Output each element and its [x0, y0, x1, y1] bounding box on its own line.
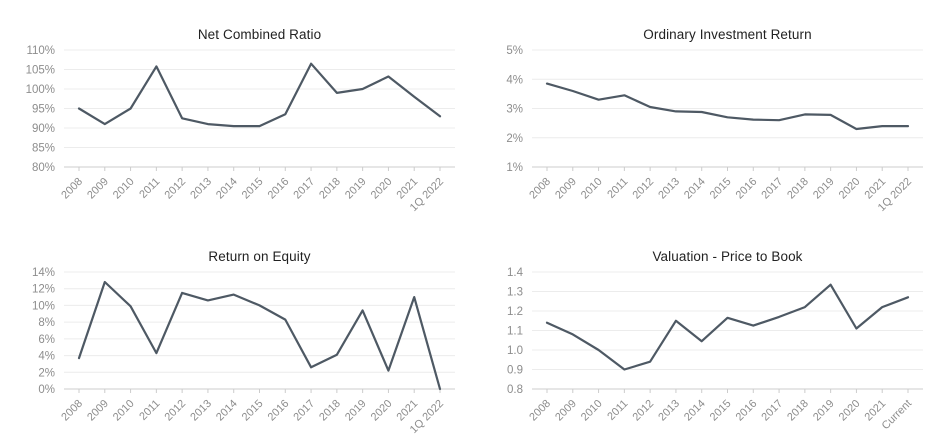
- x-tick-label: 2016: [734, 176, 760, 202]
- y-tick-label: 4%: [506, 74, 523, 86]
- chart-ordinary-investment-return: Ordinary Investment Return 1% 2% 3% 4% 5% 200…: [468, 0, 936, 222]
- x-tick-label: 2013: [188, 398, 214, 424]
- x-tick-label: 2014: [682, 398, 708, 424]
- chart-title: Return on Equity: [208, 249, 311, 264]
- x-tick-label: 2012: [630, 398, 656, 424]
- x-tick-label: 2009: [553, 398, 579, 424]
- x-tick-label: 2012: [630, 176, 656, 202]
- y-tick-label: 1.0: [507, 345, 523, 357]
- y-tick-label: 14%: [32, 267, 55, 279]
- x-tick-label: 2019: [811, 176, 837, 202]
- x-tick-label: 2013: [188, 176, 214, 202]
- series-line: [545, 283, 910, 371]
- y-tick-label: 4%: [38, 351, 55, 363]
- y-tick-label: 0.9: [507, 365, 523, 377]
- x-tick-label: 2013: [656, 398, 682, 424]
- x-tick-label: 2011: [605, 398, 630, 423]
- x-tick-label: 2018: [785, 398, 811, 424]
- y-tick-label: 95%: [32, 104, 55, 116]
- y-tick-label: 100%: [26, 84, 55, 96]
- x-tick-label: 2016: [266, 176, 292, 202]
- y-tick-label: 10%: [32, 300, 55, 312]
- series-line: [545, 82, 910, 131]
- y-tick-label: 0%: [38, 384, 55, 396]
- x-tick-label: 2013: [656, 176, 682, 202]
- x-tick-label: 2020: [837, 176, 863, 202]
- chart-net-combined-ratio: Net Combined Ratio 80% 85% 90% 95% 100% 105% 1…: [0, 0, 468, 222]
- y-tick-label: 6%: [38, 334, 55, 346]
- x-tick-label: 2019: [343, 398, 369, 424]
- x-tick-label: 2017: [759, 398, 785, 424]
- x-tick-label: 2012: [162, 398, 188, 424]
- x-tick-label: 2018: [317, 398, 343, 424]
- x-tick-label: 2010: [579, 398, 605, 424]
- x-tick-label: 2015: [240, 398, 266, 424]
- chart-title: Net Combined Ratio: [197, 27, 322, 42]
- y-tick-label: 1.2: [507, 306, 523, 318]
- x-tick-label: 2017: [291, 398, 317, 424]
- x-tick-label: 2020: [369, 398, 395, 424]
- x-tick-label: 2017: [759, 176, 785, 202]
- x-tick-label: 2008: [59, 398, 85, 424]
- y-tick-label: 0.8: [507, 384, 523, 396]
- x-tick-label: 2019: [343, 176, 369, 202]
- x-tick-label: 2010: [111, 398, 137, 424]
- ordinary-investment-return-plot: 1%2%3%4%5%2008 2009 2010 2011 2012 2013 2014 20…: [506, 45, 923, 214]
- x-tick-label: 2018: [785, 176, 811, 202]
- x-tick-label: 2009: [553, 176, 579, 202]
- y-tick-label: 110%: [26, 45, 55, 57]
- y-tick-label: 1.1: [507, 326, 523, 338]
- x-tick-label: 2009: [85, 176, 111, 202]
- chart-title: Valuation - Price to Book: [652, 249, 803, 264]
- y-tick-label: 80%: [32, 162, 55, 174]
- series-line: [77, 280, 442, 391]
- x-tick-label: 2010: [111, 176, 137, 202]
- x-tick-label: 2015: [708, 398, 734, 424]
- x-tick-label: 2016: [734, 398, 760, 424]
- y-tick-label: 105%: [26, 65, 55, 77]
- y-tick-label: 85%: [32, 143, 55, 155]
- y-tick-label: 2%: [506, 133, 523, 145]
- x-tick-label: 2016: [266, 398, 292, 424]
- x-tick-label: 2010: [579, 176, 605, 202]
- x-tick-label: 2019: [811, 398, 837, 424]
- x-tick-label: 2009: [85, 398, 111, 424]
- return-on-equity-plot: 0%2%4%6%8%10%12%14%2008 2009 2010 2011 2012 2…: [32, 267, 455, 436]
- chart-valuation-price-to-book: Valuation - Price to Book 0.8 0.9 1.0 1.1 1.…: [468, 222, 936, 444]
- y-tick-label: 90%: [32, 123, 55, 135]
- net-combined-ratio-plot: 80% 85% 90% 95% 100% 105% 110% 2008 2009 2010 2011…: [26, 45, 455, 214]
- x-tick-label: 2008: [59, 176, 85, 202]
- x-tick-label: 2014: [682, 176, 708, 202]
- x-tick-label: 2011: [137, 176, 162, 201]
- y-tick-label: 12%: [32, 284, 55, 296]
- y-tick-label: 1%: [506, 162, 523, 174]
- series-line: [77, 62, 442, 128]
- x-tick-label: 2018: [317, 176, 343, 202]
- x-tick-label: 2008: [527, 176, 553, 202]
- y-tick-label: 5%: [506, 45, 523, 57]
- x-tick-label: 2008: [527, 398, 553, 424]
- x-tick-label: 2020: [837, 398, 863, 424]
- x-tick-label: 2015: [240, 176, 266, 202]
- y-tick-label: 3%: [506, 104, 523, 116]
- x-tick-label: 2012: [162, 176, 188, 202]
- y-tick-label: 1.3: [507, 287, 523, 299]
- x-tick-label: 2014: [214, 398, 240, 424]
- x-tick-label: 2017: [291, 176, 317, 202]
- x-tick-label: 2014: [214, 176, 240, 202]
- x-tick-label: 2011: [605, 176, 630, 201]
- y-tick-label: 2%: [38, 367, 55, 379]
- chart-title: Ordinary Investment Return: [643, 27, 812, 42]
- chart-return-on-equity: Return on Equity 0% 2% 4% 6% 8% 10% 12% 14% 2008…: [0, 222, 468, 444]
- x-tick-label: 2015: [708, 176, 734, 202]
- y-tick-label: 1.4: [507, 267, 524, 279]
- x-tick-label: 2011: [137, 398, 162, 423]
- y-tick-label: 8%: [38, 317, 55, 329]
- x-tick-label: 2020: [369, 176, 395, 202]
